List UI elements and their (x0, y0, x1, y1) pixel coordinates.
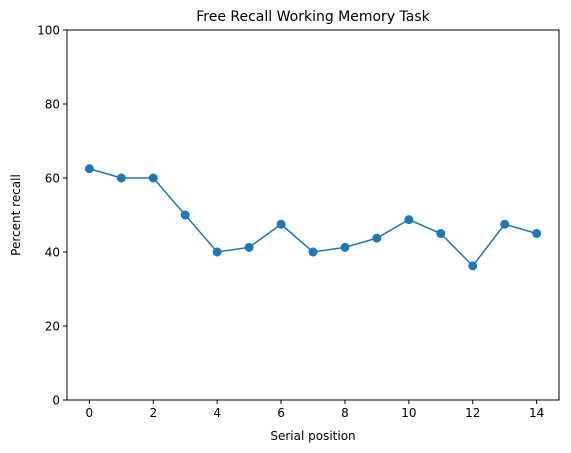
data-point (180, 210, 190, 220)
y-tick-label: 60 (45, 172, 60, 186)
data-point (244, 242, 254, 252)
data-point (116, 173, 126, 183)
x-tick-label: 12 (465, 406, 480, 420)
data-point (340, 242, 350, 252)
data-point (436, 229, 446, 238)
data-point (276, 219, 286, 229)
data-point (84, 164, 94, 174)
x-tick-label: 10 (401, 406, 416, 420)
data-point (148, 173, 158, 183)
data-point (308, 247, 318, 257)
data-point (212, 247, 222, 257)
series-layer (84, 164, 542, 271)
data-point (468, 261, 478, 271)
y-tick-label: 40 (45, 246, 60, 260)
data-point (404, 215, 414, 225)
x-axis-label: Serial position (270, 429, 355, 443)
x-tick-label: 0 (86, 406, 94, 420)
x-tick-label: 6 (277, 406, 285, 420)
x-tick-label: 4 (213, 406, 221, 420)
chart-title: Free Recall Working Memory Task (196, 9, 430, 25)
x-tick-label: 14 (529, 406, 544, 420)
y-tick-label: 80 (45, 98, 60, 112)
data-point (372, 233, 382, 243)
x-tick-label: 2 (149, 406, 157, 420)
plot-frame (66, 29, 560, 401)
x-tick-label: 8 (341, 406, 349, 420)
data-point (500, 219, 510, 229)
y-tick-label: 20 (45, 320, 60, 334)
data-point (532, 229, 542, 238)
y-tick-label: 100 (37, 24, 60, 38)
x-axis-ticks: 0 2 4 6 8 10 12 14 (86, 400, 544, 420)
y-axis-ticks: 0 20 40 60 80 100 (37, 24, 67, 408)
y-tick-label: 0 (52, 394, 60, 408)
y-axis-label: Percent recall (9, 174, 23, 256)
